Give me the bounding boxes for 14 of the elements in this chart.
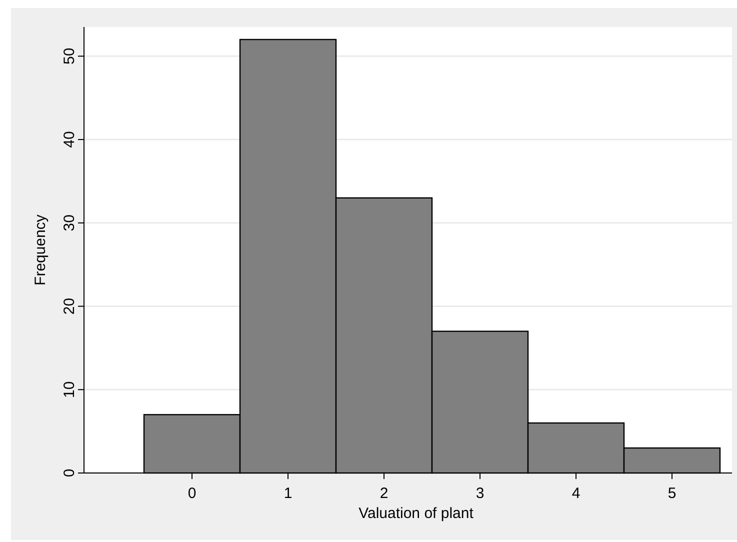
- x-tick-label: 1: [284, 485, 292, 502]
- y-tick-label: 0: [61, 468, 78, 478]
- x-tick-label: 4: [572, 485, 580, 502]
- x-tick-label: 3: [476, 485, 484, 502]
- y-tick-label: 10: [61, 381, 78, 398]
- x-axis-title: Valuation of plant: [358, 505, 474, 522]
- y-tick-label: 40: [61, 131, 78, 148]
- y-tick-label: 30: [61, 214, 78, 232]
- y-tick-label: 20: [61, 298, 78, 315]
- y-tick-label: 50: [61, 48, 78, 65]
- y-axis-title: Frequency: [32, 214, 49, 286]
- x-tick-label: 2: [380, 485, 388, 502]
- x-tick-label: 5: [668, 485, 676, 502]
- x-tick-label: 0: [188, 485, 196, 502]
